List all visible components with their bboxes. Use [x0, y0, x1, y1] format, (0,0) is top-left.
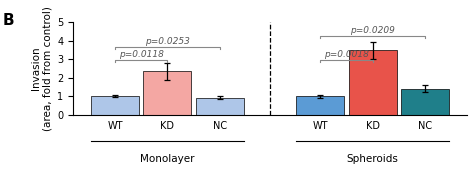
Text: Monolayer: Monolayer — [140, 154, 195, 164]
Bar — [296, 96, 344, 115]
Text: p=0.0253: p=0.0253 — [145, 37, 190, 46]
Bar — [91, 96, 139, 115]
Bar — [349, 50, 397, 115]
Text: Spheroids: Spheroids — [347, 154, 399, 164]
Bar — [144, 71, 191, 115]
Text: p=0.0118: p=0.0118 — [119, 50, 164, 59]
Text: p=0.0018: p=0.0018 — [324, 50, 369, 59]
Bar — [401, 89, 449, 115]
Bar — [196, 98, 244, 115]
Text: B: B — [2, 13, 14, 28]
Text: p=0.0209: p=0.0209 — [350, 26, 395, 35]
Y-axis label: Invasion
(area, fold from control): Invasion (area, fold from control) — [31, 6, 53, 131]
